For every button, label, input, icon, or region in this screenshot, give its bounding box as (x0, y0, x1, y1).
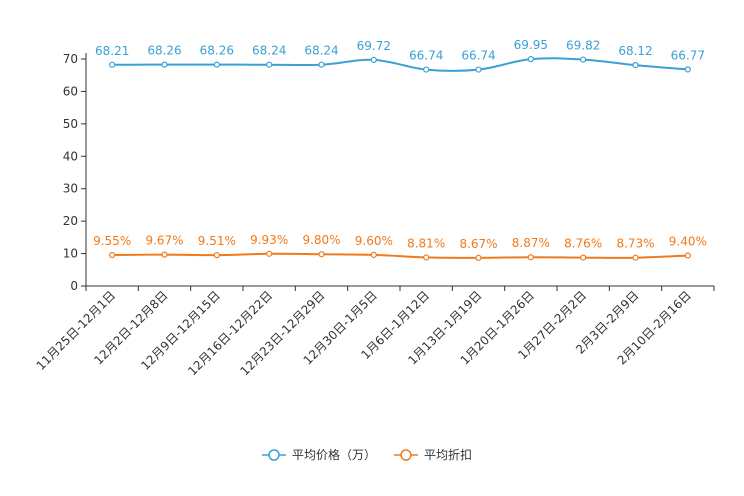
legend-label: 平均折扣 (424, 447, 472, 462)
data-label: 66.74 (461, 49, 495, 63)
data-point[interactable] (161, 251, 168, 258)
data-point[interactable] (632, 254, 639, 261)
data-label: 8.67% (459, 237, 497, 251)
data-point[interactable] (475, 66, 482, 73)
data-point[interactable] (213, 61, 220, 68)
data-label: 66.77 (671, 48, 705, 62)
data-point[interactable] (318, 61, 325, 68)
legend-item-1[interactable]: 平均价格（万） (262, 447, 376, 462)
data-label: 9.93% (250, 233, 288, 247)
data-point[interactable] (475, 254, 482, 261)
data-point[interactable] (684, 252, 691, 259)
data-label: 68.12 (618, 44, 652, 58)
data-point[interactable] (423, 254, 430, 261)
data-point[interactable] (580, 56, 587, 63)
data-point[interactable] (109, 251, 116, 259)
data-label: 8.73% (616, 237, 654, 251)
data-label: 68.24 (304, 44, 338, 58)
axes: 01020304050607011月25日-12月1日12月2日-12月8日12… (34, 52, 715, 378)
data-point[interactable] (161, 61, 168, 68)
data-label: 69.72 (357, 39, 391, 53)
data-point[interactable] (109, 61, 116, 68)
data-label: 8.76% (564, 237, 602, 251)
data-label: 8.81% (407, 236, 445, 250)
legend-item-2[interactable]: 平均折扣 (394, 447, 472, 462)
data-point[interactable] (266, 61, 273, 68)
data-label: 9.40% (669, 235, 707, 249)
data-point[interactable] (370, 56, 377, 64)
data-point[interactable] (632, 61, 639, 69)
data-label: 66.74 (409, 49, 443, 63)
data-label: 9.67% (145, 234, 183, 248)
series-line (112, 57, 688, 72)
data-point[interactable] (318, 251, 325, 258)
series-layer: 68.21 68.26 68.26 68.24 68.24 69.72 66.74 66.74… (93, 38, 707, 261)
series-1: 68.21 68.26 68.26 68.24 68.24 69.72 66.74 66.74… (95, 38, 705, 73)
data-label: 69.82 (566, 39, 600, 53)
y-tick-label: 0 (70, 279, 78, 293)
y-tick-label: 70 (63, 52, 78, 66)
data-label: 9.51% (198, 234, 236, 248)
data-label: 68.26 (200, 44, 234, 58)
data-label: 9.80% (302, 233, 340, 247)
legend[interactable]: 平均价格（万） 平均折扣 (262, 447, 472, 462)
y-tick-label: 30 (63, 182, 78, 196)
data-point[interactable] (527, 254, 534, 261)
legend-label: 平均价格（万） (292, 447, 376, 462)
data-label: 69.95 (514, 38, 548, 52)
data-label: 8.87% (512, 236, 550, 250)
y-tick-label: 40 (63, 149, 78, 163)
data-label: 68.24 (252, 44, 286, 58)
series-line (112, 252, 688, 259)
data-point[interactable] (684, 66, 691, 73)
data-point[interactable] (370, 251, 377, 258)
y-tick-label: 60 (63, 84, 78, 98)
y-tick-label: 50 (63, 117, 78, 131)
data-point[interactable] (423, 66, 430, 73)
legend-marker-icon (400, 449, 412, 461)
data-label: 68.26 (147, 44, 181, 58)
y-tick-label: 20 (63, 214, 78, 228)
data-point[interactable] (580, 254, 587, 261)
data-point[interactable] (213, 252, 220, 259)
legend-marker-icon (268, 449, 280, 461)
series-2: 9.55% 9.67% 9.51% 9.93% 9.80% 9.60% 8.81% 8.67%… (93, 233, 707, 261)
data-label: 9.55% (93, 234, 131, 248)
data-point[interactable] (266, 250, 273, 257)
data-label: 9.60% (355, 234, 393, 248)
y-tick-label: 10 (63, 247, 78, 261)
data-point[interactable] (527, 56, 534, 63)
data-label: 68.21 (95, 44, 129, 58)
